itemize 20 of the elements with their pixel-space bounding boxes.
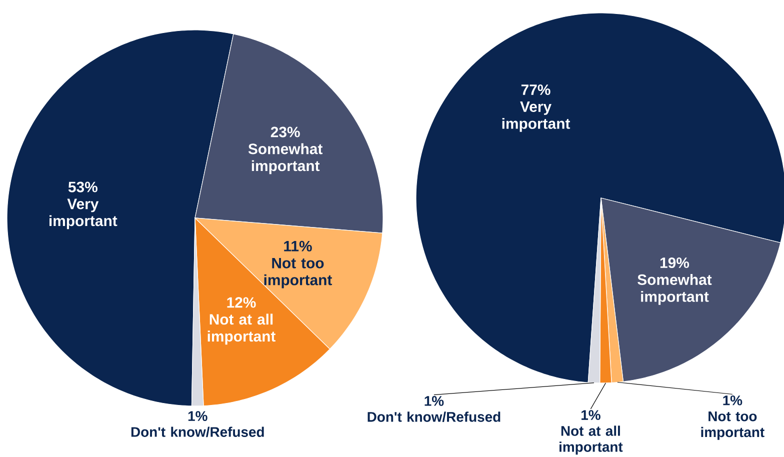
slice-label: Not too important <box>701 412 764 440</box>
slice-label: Somewhat important <box>248 143 323 174</box>
slice-label: Not at all important <box>208 314 276 345</box>
slice-label: Don't know/Refused <box>131 426 264 438</box>
slice-label: Somewhat important <box>638 274 712 305</box>
data-label: 53% <box>68 182 98 192</box>
data-label: 19% <box>660 257 690 268</box>
slice-label: Don't know/Refused <box>368 412 500 422</box>
data-label: 1% <box>188 411 208 421</box>
data-label: 1% <box>582 410 600 420</box>
data-label: 12% <box>227 297 256 308</box>
slice-label: Not at all important <box>560 426 623 455</box>
slice-label: Very important <box>50 198 118 230</box>
slice-label: Not too important <box>264 258 332 288</box>
data-label: 1% <box>424 396 444 406</box>
slice-label: Very important <box>502 102 570 132</box>
data-label: 23% <box>270 126 300 138</box>
data-label: 1% <box>723 395 742 406</box>
data-label: 77% <box>521 84 550 96</box>
data-label: 11% <box>284 240 312 252</box>
